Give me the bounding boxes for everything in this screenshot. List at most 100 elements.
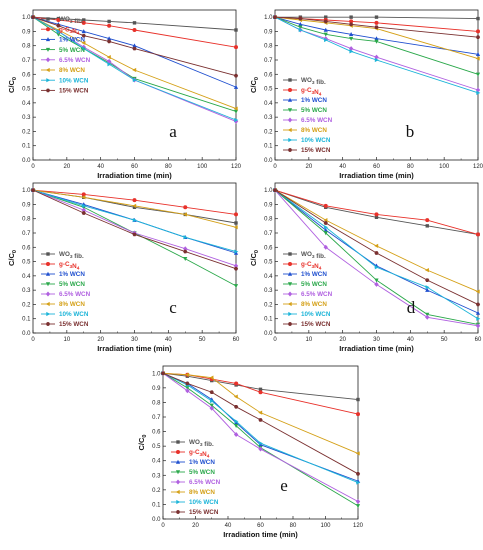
data-point: [233, 394, 238, 399]
y-tick-label: 0.9: [22, 29, 31, 35]
y-tick-label: 1.0: [22, 188, 31, 194]
x-tick-label: 80: [290, 523, 297, 529]
data-point: [233, 84, 239, 89]
panel-label: e: [280, 476, 288, 495]
x-tick-label: 30: [373, 337, 380, 343]
data-point: [374, 265, 379, 270]
legend-marker: [45, 301, 50, 307]
series-15-wcn: [272, 188, 481, 307]
legend-marker: [176, 450, 180, 454]
x-tick-label: 50: [199, 337, 206, 343]
data-point: [132, 28, 137, 32]
series-line: [32, 16, 237, 48]
x-tick-label: 40: [225, 523, 232, 529]
data-point: [56, 29, 61, 34]
data-point: [374, 278, 379, 283]
y-tick-label: 0.6: [152, 430, 161, 436]
y-tick-label: 0.2: [22, 129, 31, 135]
data-point: [258, 418, 263, 422]
data-point: [475, 51, 481, 56]
data-point: [349, 31, 354, 36]
series-line: [274, 16, 479, 60]
data-point: [324, 15, 328, 19]
data-point: [233, 109, 239, 114]
legend-entry: 8% WCN: [59, 67, 85, 74]
series-line: [274, 16, 479, 75]
data-point: [107, 39, 112, 44]
series-15-wcn: [272, 15, 481, 39]
series-line: [274, 16, 479, 38]
legend-marker: [46, 78, 51, 83]
y-tick-label: 0.5: [22, 87, 31, 93]
y-tick-label: 0.0: [22, 158, 31, 164]
data-point: [56, 32, 61, 37]
legend-entry: g-C3N4: [301, 87, 322, 97]
data-point: [356, 480, 361, 485]
data-point: [475, 310, 481, 315]
y-tick-label: 0.8: [152, 400, 161, 406]
series-line: [162, 372, 359, 454]
legend-marker: [288, 311, 293, 317]
data-point: [475, 289, 480, 294]
y-tick-label: 0.0: [152, 517, 161, 523]
data-point: [374, 212, 379, 217]
legend-entry: 10% WCN: [301, 311, 331, 318]
data-point: [349, 15, 353, 19]
series-5-wcn: [272, 188, 481, 327]
data-point: [234, 381, 239, 386]
y-tick-label: 0.1: [22, 317, 31, 323]
data-point: [81, 195, 86, 200]
legend-marker: [288, 88, 292, 92]
data-point: [132, 43, 137, 48]
data-point: [183, 235, 188, 240]
data-point: [476, 316, 481, 321]
data-point: [132, 218, 137, 223]
x-tick-label: 50: [441, 337, 448, 343]
x-tick-label: 20: [192, 523, 199, 529]
data-point: [233, 431, 239, 437]
data-point: [107, 23, 112, 28]
legend-entry: g-C3N4: [59, 261, 80, 271]
series-8-wcn: [160, 371, 360, 456]
legend-marker: [175, 479, 181, 485]
data-point: [374, 25, 379, 29]
chart-panel-b: 0 20 40 60 80 100 120 0.0 0.1 0.2 0.3 0.4 0.5 0.6 0.7 0…: [249, 9, 483, 180]
legend-entry: 15% WCN: [189, 509, 219, 516]
data-point: [107, 19, 111, 24]
legend-entry: 1% WCN: [301, 271, 327, 278]
series-6-5-wcn: [160, 370, 361, 505]
legend-entry: 6.5% WCN: [59, 57, 91, 64]
legend-entry: WO3 fib.: [301, 77, 326, 86]
y-tick-label: 0.1: [264, 317, 273, 323]
data-point: [30, 15, 36, 19]
series-line: [162, 372, 359, 483]
panel-label: a: [169, 122, 177, 141]
series-line: [32, 16, 237, 109]
data-point: [323, 227, 328, 232]
data-point: [185, 388, 190, 394]
legend-marker: [45, 88, 51, 93]
data-point: [374, 15, 379, 19]
data-point: [324, 37, 329, 43]
y-tick-label: 0.3: [22, 288, 31, 294]
y-tick-label: 0.4: [22, 101, 31, 107]
panel-label: c: [169, 298, 177, 317]
data-point: [425, 287, 430, 292]
series-line: [162, 372, 359, 475]
series-line: [162, 372, 359, 502]
y-tick-label: 0.3: [264, 288, 273, 294]
data-point: [160, 371, 166, 376]
data-point: [475, 323, 481, 329]
x-tick-label: 80: [165, 164, 172, 170]
series-line: [275, 16, 479, 20]
legend-entry: g-C3N4: [301, 261, 322, 271]
y-axis-label: C/C0: [7, 250, 18, 266]
legend-entry: 1% WCN: [189, 459, 215, 466]
data-point: [324, 225, 329, 230]
chart-panel-c: 0 10 20 30 40 50 60 0.0 0.1 0.2 0.3 0.4 0.5 0.6 0.7 0.8…: [7, 182, 240, 353]
x-axis-label: Irradiation time (min): [97, 344, 172, 353]
data-point: [234, 212, 238, 217]
y-tick-label: 0.5: [152, 444, 161, 450]
data-point: [425, 218, 430, 223]
legend-entry: g-C3N4: [59, 26, 80, 36]
